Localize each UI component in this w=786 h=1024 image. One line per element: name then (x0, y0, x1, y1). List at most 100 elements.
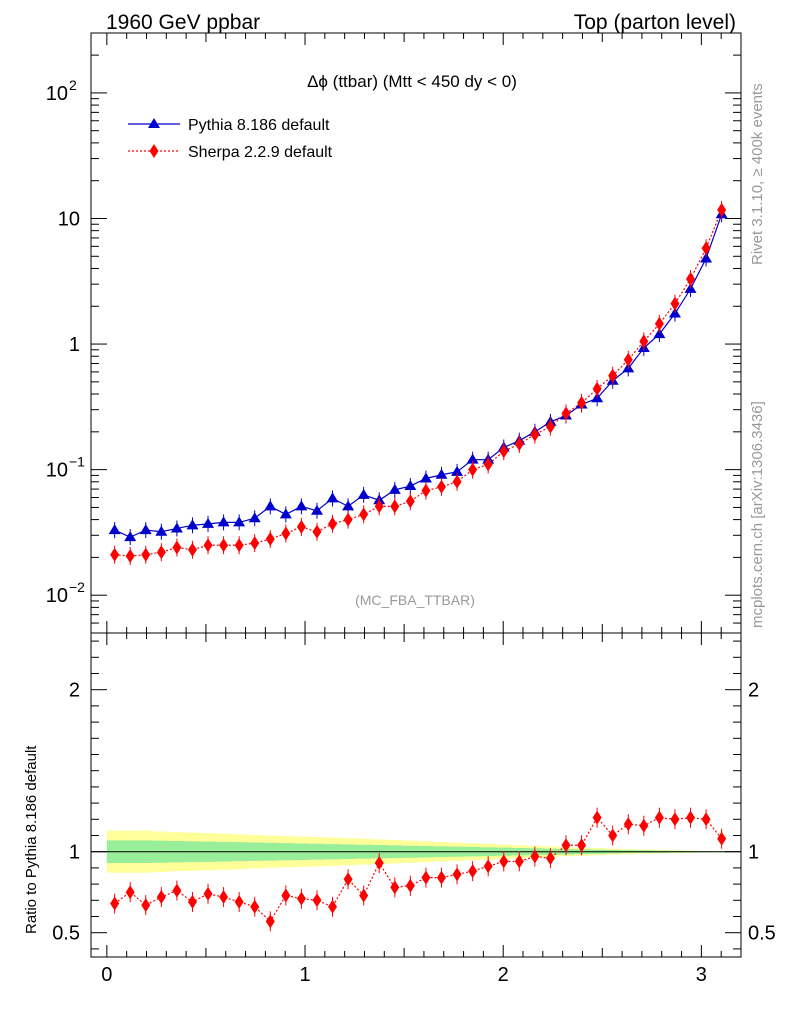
sherpa-point (296, 519, 306, 534)
ratio-point (328, 899, 338, 914)
pythia-point (357, 488, 370, 499)
ratio-point (686, 810, 696, 825)
ratio-point (499, 854, 509, 869)
ratio-point (530, 849, 540, 864)
ratio-point (483, 859, 493, 874)
pythia-point (326, 492, 339, 503)
sherpa-point (545, 419, 555, 434)
sherpa-point (452, 474, 462, 489)
legend: Pythia 8.186 default Sherpa 2.2.9 defaul… (128, 117, 333, 161)
ratio-point (203, 886, 213, 901)
sherpa-point (110, 547, 120, 562)
pythia-point (170, 522, 183, 533)
pythia-point (310, 504, 323, 515)
ratio-point (717, 831, 727, 846)
legend-pythia-label: Pythia 8.186 default (188, 117, 330, 134)
sherpa-point (312, 524, 322, 539)
ratio-y-tick-label-right: 0.5 (748, 923, 776, 945)
sherpa-point (514, 436, 524, 451)
sherpa-point (592, 381, 602, 396)
legend-pythia-marker (148, 118, 160, 128)
pythia-point (342, 500, 355, 511)
ratio-point (359, 888, 369, 903)
rivet-label: Rivet 3.1.10, ≥ 400k events (749, 83, 766, 265)
ratio-point (156, 890, 166, 905)
pythia-point (295, 500, 308, 511)
sherpa-point (701, 241, 711, 256)
ratio-point (187, 894, 197, 909)
ratio-point (296, 891, 306, 906)
sherpa-series-line (114, 209, 723, 557)
y-tick-label: 10 (46, 83, 68, 105)
sherpa-point (234, 538, 244, 553)
ratio-y-tick-label: 0.5 (52, 923, 80, 945)
ratio-point (250, 899, 260, 914)
pythia-point (186, 519, 199, 530)
ratio-point (577, 838, 587, 853)
x-tick-label: 1 (299, 964, 310, 986)
pythia-point (435, 468, 448, 479)
ratio-point (592, 810, 602, 825)
ratio-point (343, 872, 353, 887)
pythia-point (388, 483, 401, 494)
ratio-point (452, 867, 462, 882)
pythia-point (155, 525, 168, 536)
sherpa-point (670, 296, 680, 311)
sherpa-point (328, 516, 338, 531)
sherpa-point (608, 368, 618, 383)
sherpa-point (203, 538, 213, 553)
pythia-point (248, 512, 261, 523)
sherpa-point (374, 499, 384, 514)
pythia-point (653, 328, 666, 339)
sherpa-point (141, 547, 151, 562)
sherpa-point (187, 542, 197, 557)
sherpa-point (686, 271, 696, 286)
pythia-point (139, 524, 152, 535)
legend-entry-sherpa: Sherpa 2.2.9 default (128, 144, 333, 161)
ratio-y-tick-label-right: 1 (748, 842, 759, 864)
pythia-point (233, 516, 246, 527)
y-tick-label: 10 (46, 585, 68, 607)
sherpa-point (499, 444, 509, 459)
ratio-panel: 0 1 2 3 0.5 0.5 1 1 2 2 (52, 632, 776, 986)
ratio-point (639, 818, 649, 833)
ratio-point (608, 828, 618, 843)
sherpa-point (561, 406, 571, 421)
ratio-point (561, 838, 571, 853)
ratio-point (545, 851, 555, 866)
pythia-point (264, 500, 277, 511)
x-tick-label: 3 (696, 964, 707, 986)
ratio-point (141, 898, 151, 913)
sherpa-point (390, 499, 400, 514)
ratio-point (219, 890, 229, 905)
ratio-point (654, 810, 664, 825)
ratio-point (172, 883, 182, 898)
ratio-frame (90, 632, 742, 958)
y-tick-label: 10 (46, 460, 68, 482)
legend-sherpa-label: Sherpa 2.2.9 default (188, 144, 333, 161)
ratio-point (670, 812, 680, 827)
pythia-point (404, 480, 417, 491)
ratio-point (234, 894, 244, 909)
sherpa-point (281, 526, 291, 541)
x-tick-label: 0 (101, 964, 112, 986)
y-tick-exponent: −2 (69, 579, 85, 595)
y-tick-exponent: −1 (69, 454, 85, 470)
ratio-y-tick-label: 2 (69, 680, 80, 702)
ratio-point (468, 864, 478, 879)
sherpa-point (483, 457, 493, 472)
sherpa-point (250, 536, 260, 551)
ratio-point (514, 854, 524, 869)
x-tick-label: 2 (498, 964, 509, 986)
ratio-point (390, 880, 400, 895)
sherpa-point (639, 334, 649, 349)
sherpa-point (717, 202, 727, 217)
right-header-title: Top (parton level) (574, 11, 736, 34)
ratio-point (110, 896, 120, 911)
pythia-point (279, 508, 292, 519)
ratio-point (265, 914, 275, 929)
left-header-title: 1960 GeV ppbar (106, 11, 260, 34)
